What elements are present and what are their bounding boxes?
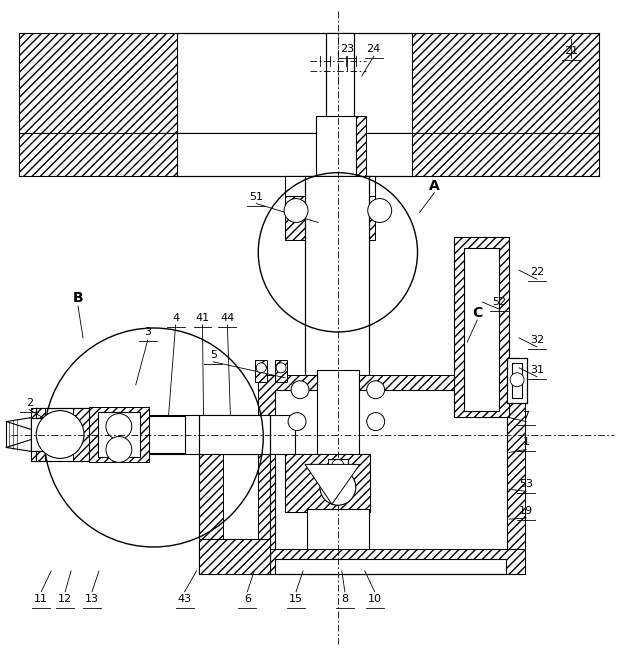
Bar	[285, 454, 369, 512]
Bar	[19, 33, 177, 133]
Bar	[19, 133, 177, 175]
Text: 51: 51	[249, 192, 263, 201]
Bar	[177, 33, 412, 133]
Bar	[326, 33, 338, 173]
Text: C: C	[472, 306, 483, 320]
Text: 2: 2	[26, 398, 33, 408]
Text: 12: 12	[58, 594, 72, 604]
Text: 21: 21	[564, 46, 578, 56]
Bar	[307, 509, 369, 574]
Bar	[149, 415, 185, 453]
Bar	[464, 248, 499, 411]
Bar	[258, 375, 525, 574]
Circle shape	[106, 436, 132, 462]
Text: 15: 15	[289, 594, 303, 604]
Circle shape	[276, 363, 286, 373]
Bar	[275, 390, 507, 569]
Bar	[316, 116, 356, 175]
Text: 8: 8	[341, 594, 348, 604]
Bar	[342, 33, 354, 173]
Circle shape	[106, 413, 132, 439]
Text: B: B	[73, 291, 83, 305]
Bar	[198, 539, 270, 574]
Text: 43: 43	[177, 594, 192, 604]
Text: 4: 4	[172, 313, 179, 323]
Bar	[354, 116, 366, 175]
Bar	[328, 460, 348, 471]
Bar	[412, 133, 599, 175]
Text: 31: 31	[530, 365, 544, 375]
Polygon shape	[305, 464, 360, 504]
Text: 13: 13	[85, 594, 99, 604]
Bar	[31, 408, 89, 462]
Text: 22: 22	[530, 267, 544, 277]
Bar	[275, 360, 287, 382]
Bar	[285, 175, 374, 196]
Circle shape	[284, 199, 308, 222]
Bar	[317, 370, 359, 479]
Bar	[255, 360, 267, 382]
Bar	[198, 539, 270, 574]
Bar	[412, 33, 599, 133]
Bar	[275, 559, 506, 574]
Text: 44: 44	[220, 313, 234, 323]
Circle shape	[36, 411, 84, 458]
Circle shape	[288, 413, 306, 430]
Text: 52: 52	[492, 297, 506, 307]
Circle shape	[510, 373, 524, 387]
Bar	[285, 175, 305, 241]
Text: 32: 32	[530, 335, 544, 345]
Text: 5: 5	[210, 350, 217, 360]
Text: 11: 11	[34, 594, 49, 604]
Bar	[258, 549, 525, 574]
Bar	[317, 370, 331, 479]
Bar	[355, 175, 374, 241]
Text: 1: 1	[522, 437, 529, 447]
Bar	[31, 408, 45, 462]
Bar	[305, 175, 321, 370]
Bar	[31, 417, 49, 451]
Bar	[316, 116, 328, 175]
Bar	[326, 33, 354, 188]
Circle shape	[332, 460, 344, 471]
Text: 6: 6	[244, 594, 251, 604]
Text: 7: 7	[522, 411, 529, 421]
Circle shape	[367, 413, 384, 430]
Bar	[512, 363, 522, 398]
Bar	[98, 411, 140, 458]
Circle shape	[368, 199, 392, 222]
Text: 53: 53	[519, 479, 533, 489]
Bar	[345, 370, 359, 479]
Circle shape	[320, 469, 356, 505]
Bar	[337, 175, 355, 196]
Bar	[89, 407, 149, 462]
Bar	[198, 415, 270, 454]
Text: 23: 23	[340, 44, 354, 54]
Bar	[198, 415, 223, 574]
Circle shape	[367, 381, 384, 398]
Bar	[73, 408, 89, 462]
Circle shape	[291, 381, 309, 398]
Text: 24: 24	[366, 44, 381, 54]
Bar	[149, 415, 185, 453]
Text: 10: 10	[368, 594, 382, 604]
Bar	[307, 509, 321, 574]
Bar	[177, 133, 412, 175]
Bar	[305, 175, 323, 196]
Bar	[31, 415, 295, 454]
Text: 3: 3	[144, 327, 151, 337]
Text: A: A	[429, 179, 440, 192]
Text: 41: 41	[195, 313, 210, 323]
Bar	[507, 358, 527, 403]
Bar	[305, 175, 369, 375]
Bar	[328, 467, 348, 487]
Bar	[285, 454, 369, 512]
Bar	[353, 175, 369, 370]
Bar	[507, 358, 527, 403]
Circle shape	[256, 363, 266, 373]
Text: 19: 19	[519, 506, 533, 516]
Bar	[355, 509, 369, 574]
Bar	[454, 237, 509, 417]
